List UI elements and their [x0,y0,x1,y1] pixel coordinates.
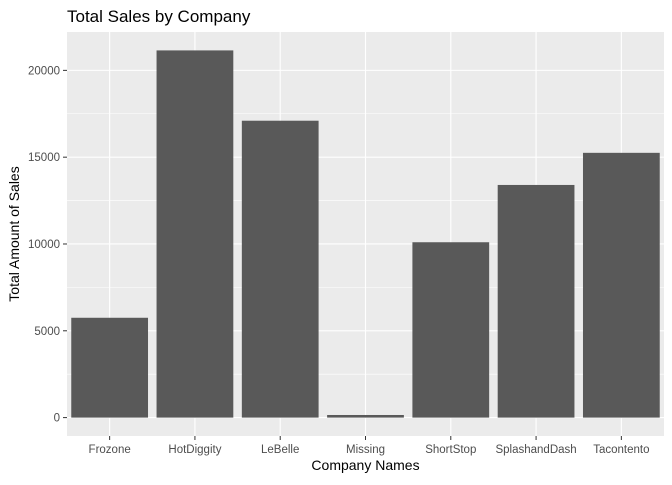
x-tick-label: ShortStop [425,444,476,456]
x-tick-label: LeBelle [261,444,299,456]
x-axis: Frozone HotDiggity LeBelle Missing ShortStop… [89,436,649,456]
x-tick-label: Tacontento [593,444,649,456]
y-tick-label: 20000 [28,65,60,77]
bar-lebelle [241,120,319,418]
y-tick-label: 0 [54,413,60,425]
x-tick-label: Frozone [89,444,131,456]
bars [71,50,660,418]
y-axis: 0 5000 10000 15000 20000 [28,65,67,425]
bar-frozone [71,317,149,418]
y-axis-title: Total Amount of Sales [6,166,22,301]
x-tick-label: SplashandDash [495,444,576,456]
x-axis-title: Company Names [311,457,419,473]
bar-splashanddash [497,184,575,418]
chart-title: Total Sales by Company [67,7,251,26]
y-tick-label: 10000 [28,239,60,251]
bar-hotdiggity [156,50,234,418]
x-tick-label: Missing [346,444,385,456]
bar-tacontento [582,152,660,418]
bar-missing [327,414,404,418]
bar-shortstop [412,242,490,418]
x-tick-label: HotDiggity [168,444,221,456]
y-tick-label: 5000 [34,326,60,338]
y-tick-label: 15000 [28,152,60,164]
